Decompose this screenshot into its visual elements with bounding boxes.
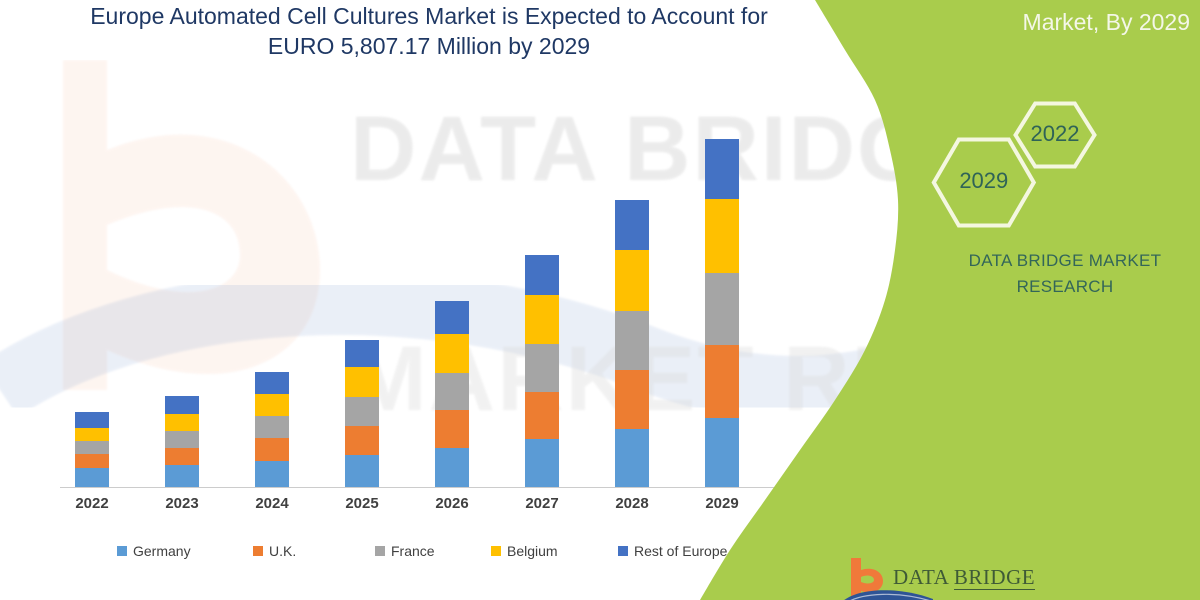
- svg-text:2022: 2022: [1031, 121, 1080, 146]
- svg-text:2029: 2029: [959, 168, 1008, 193]
